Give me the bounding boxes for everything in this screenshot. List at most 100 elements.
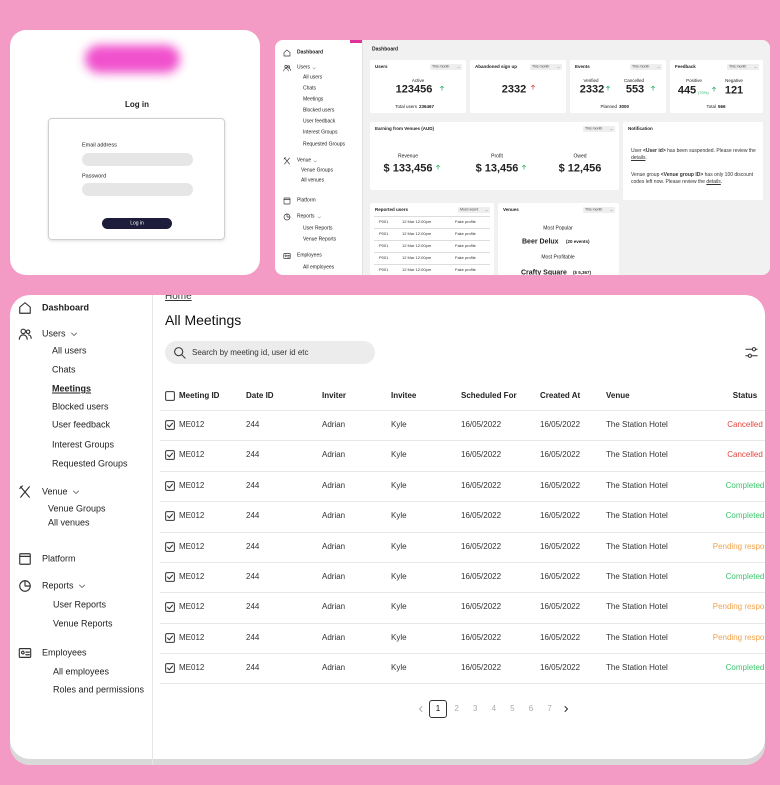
filter-pill[interactable] xyxy=(458,207,490,213)
nav-subitem[interactable]: Requested Groups xyxy=(303,141,345,148)
chevron xyxy=(457,66,460,68)
nav-subitem[interactable]: All venues xyxy=(301,177,325,184)
filter-label[interactable]: This month xyxy=(729,64,747,69)
icon-shape xyxy=(174,347,184,357)
password-input[interactable] xyxy=(82,183,193,196)
filter-pill[interactable] xyxy=(583,126,615,132)
filter-label[interactable]: This month xyxy=(532,64,550,69)
nav-subitem[interactable]: Roles and permissions xyxy=(53,684,145,695)
stat-value: 2332 xyxy=(501,83,527,96)
nav-subitem[interactable]: Requested Groups xyxy=(52,458,128,469)
nav-item[interactable]: Users xyxy=(297,64,311,71)
icon-shape xyxy=(72,490,79,494)
cell: 16/05/2022 xyxy=(461,663,502,673)
nav-subitem[interactable]: User feedback xyxy=(52,419,111,430)
nav-item[interactable]: Employees xyxy=(297,252,322,259)
nav-subitem[interactable]: Venue Reports xyxy=(303,236,337,243)
filter-label[interactable]: This month xyxy=(585,126,603,131)
nav-item[interactable]: Users xyxy=(42,328,66,339)
page-number[interactable]: 2 xyxy=(454,704,459,713)
icon-shape xyxy=(25,329,31,335)
nav-subitem[interactable]: Meetings xyxy=(52,383,92,394)
nav-subitem[interactable]: All employees xyxy=(303,264,335,271)
login-button[interactable] xyxy=(102,218,172,229)
current-page-box[interactable] xyxy=(429,700,447,718)
trend-up xyxy=(606,85,610,91)
page-number[interactable]: 7 xyxy=(547,704,552,713)
nav-subitem[interactable]: Chats xyxy=(52,364,76,375)
nav-subitem[interactable]: Venue Reports xyxy=(53,618,113,629)
nav-subitem[interactable]: Venue Groups xyxy=(301,167,333,174)
chevron xyxy=(312,67,316,70)
link[interactable]: details xyxy=(706,179,721,185)
filter-pill[interactable] xyxy=(630,64,662,70)
nav-item[interactable]: Venue xyxy=(297,157,312,164)
email-input[interactable] xyxy=(82,153,193,166)
filter-pill[interactable] xyxy=(727,64,759,70)
cell: ME012 xyxy=(179,632,205,642)
checkbox-checked xyxy=(164,632,175,643)
nav-subitem[interactable]: Venue Groups xyxy=(48,503,106,514)
nav-subitem[interactable]: Interest Groups xyxy=(52,439,115,450)
row-divider xyxy=(160,531,765,533)
earning-value: $ 12,456 xyxy=(558,162,602,175)
icon-shape xyxy=(531,84,535,90)
row-divider xyxy=(374,216,490,217)
earning-label: Revenue xyxy=(397,153,419,160)
icon-shape xyxy=(166,665,173,671)
nav-item[interactable]: Dashboard xyxy=(42,302,90,313)
nav-subitem[interactable]: Meetings xyxy=(303,96,324,103)
nav-item[interactable]: Reports xyxy=(297,213,315,220)
nav-item[interactable]: Dashboard xyxy=(297,49,324,56)
stat-label: Cancelled xyxy=(623,77,645,83)
nav-subitem[interactable]: Interest Groups xyxy=(303,129,338,136)
prev-page xyxy=(419,706,423,712)
nav-subitem[interactable]: User Reports xyxy=(303,225,333,232)
nav-subitem[interactable]: Blocked users xyxy=(303,107,335,114)
nav-subitem[interactable]: All employees xyxy=(53,666,110,677)
nav-subitem[interactable]: User feedback xyxy=(303,118,336,125)
nav-item[interactable]: Platform xyxy=(42,553,76,564)
nav-item[interactable]: Platform xyxy=(297,197,316,204)
cell: The Station Hotel xyxy=(606,420,668,429)
icon-shape xyxy=(20,328,27,335)
filter-pill[interactable] xyxy=(430,64,462,70)
sidebar-divider xyxy=(362,40,363,275)
filter-label[interactable]: This month xyxy=(632,64,650,69)
breadcrumb[interactable]: Home xyxy=(165,295,192,302)
nav-subitem[interactable]: Blocked users xyxy=(52,401,109,412)
login-form xyxy=(48,118,225,240)
cell: The Station Hotel xyxy=(606,602,668,612)
page-number[interactable]: 4 xyxy=(491,704,497,713)
nav-subitem[interactable]: All venues xyxy=(48,517,90,528)
filter-pill[interactable] xyxy=(530,64,562,70)
nav-item[interactable]: Employees xyxy=(42,647,87,658)
cell: 16/05/2022 xyxy=(461,480,502,490)
nav-subitem[interactable]: User Reports xyxy=(53,599,107,610)
link[interactable]: details xyxy=(631,155,646,161)
nav-subitem[interactable]: All users xyxy=(303,74,323,81)
card-title: Notification xyxy=(628,125,653,131)
cell: Adrian xyxy=(322,632,346,642)
filter-label[interactable]: Most recent xyxy=(460,207,479,212)
nav-item[interactable]: Reports xyxy=(42,580,74,591)
page-number[interactable]: 5 xyxy=(510,704,515,713)
filter-label[interactable]: This month xyxy=(432,64,450,69)
nav-subitem[interactable]: Chats xyxy=(303,85,317,92)
stat-value: 2332 xyxy=(579,83,605,96)
chevron xyxy=(557,66,560,68)
page-number[interactable]: 3 xyxy=(472,704,478,713)
cell: ME012 xyxy=(179,511,205,521)
page-number[interactable]: 6 xyxy=(528,704,534,713)
icon-shape xyxy=(283,68,289,72)
icon-shape xyxy=(166,453,173,458)
nav-item[interactable]: Venue xyxy=(42,486,68,497)
button-label[interactable]: Log in xyxy=(130,220,144,226)
icon-shape xyxy=(284,64,288,69)
nav-subitem[interactable]: All users xyxy=(52,345,87,356)
page-number[interactable]: 1 xyxy=(435,704,441,713)
filter-label[interactable]: This month xyxy=(585,207,603,212)
filter-pill[interactable] xyxy=(583,207,615,213)
search-box[interactable] xyxy=(165,341,375,364)
nav-icon xyxy=(283,64,291,72)
